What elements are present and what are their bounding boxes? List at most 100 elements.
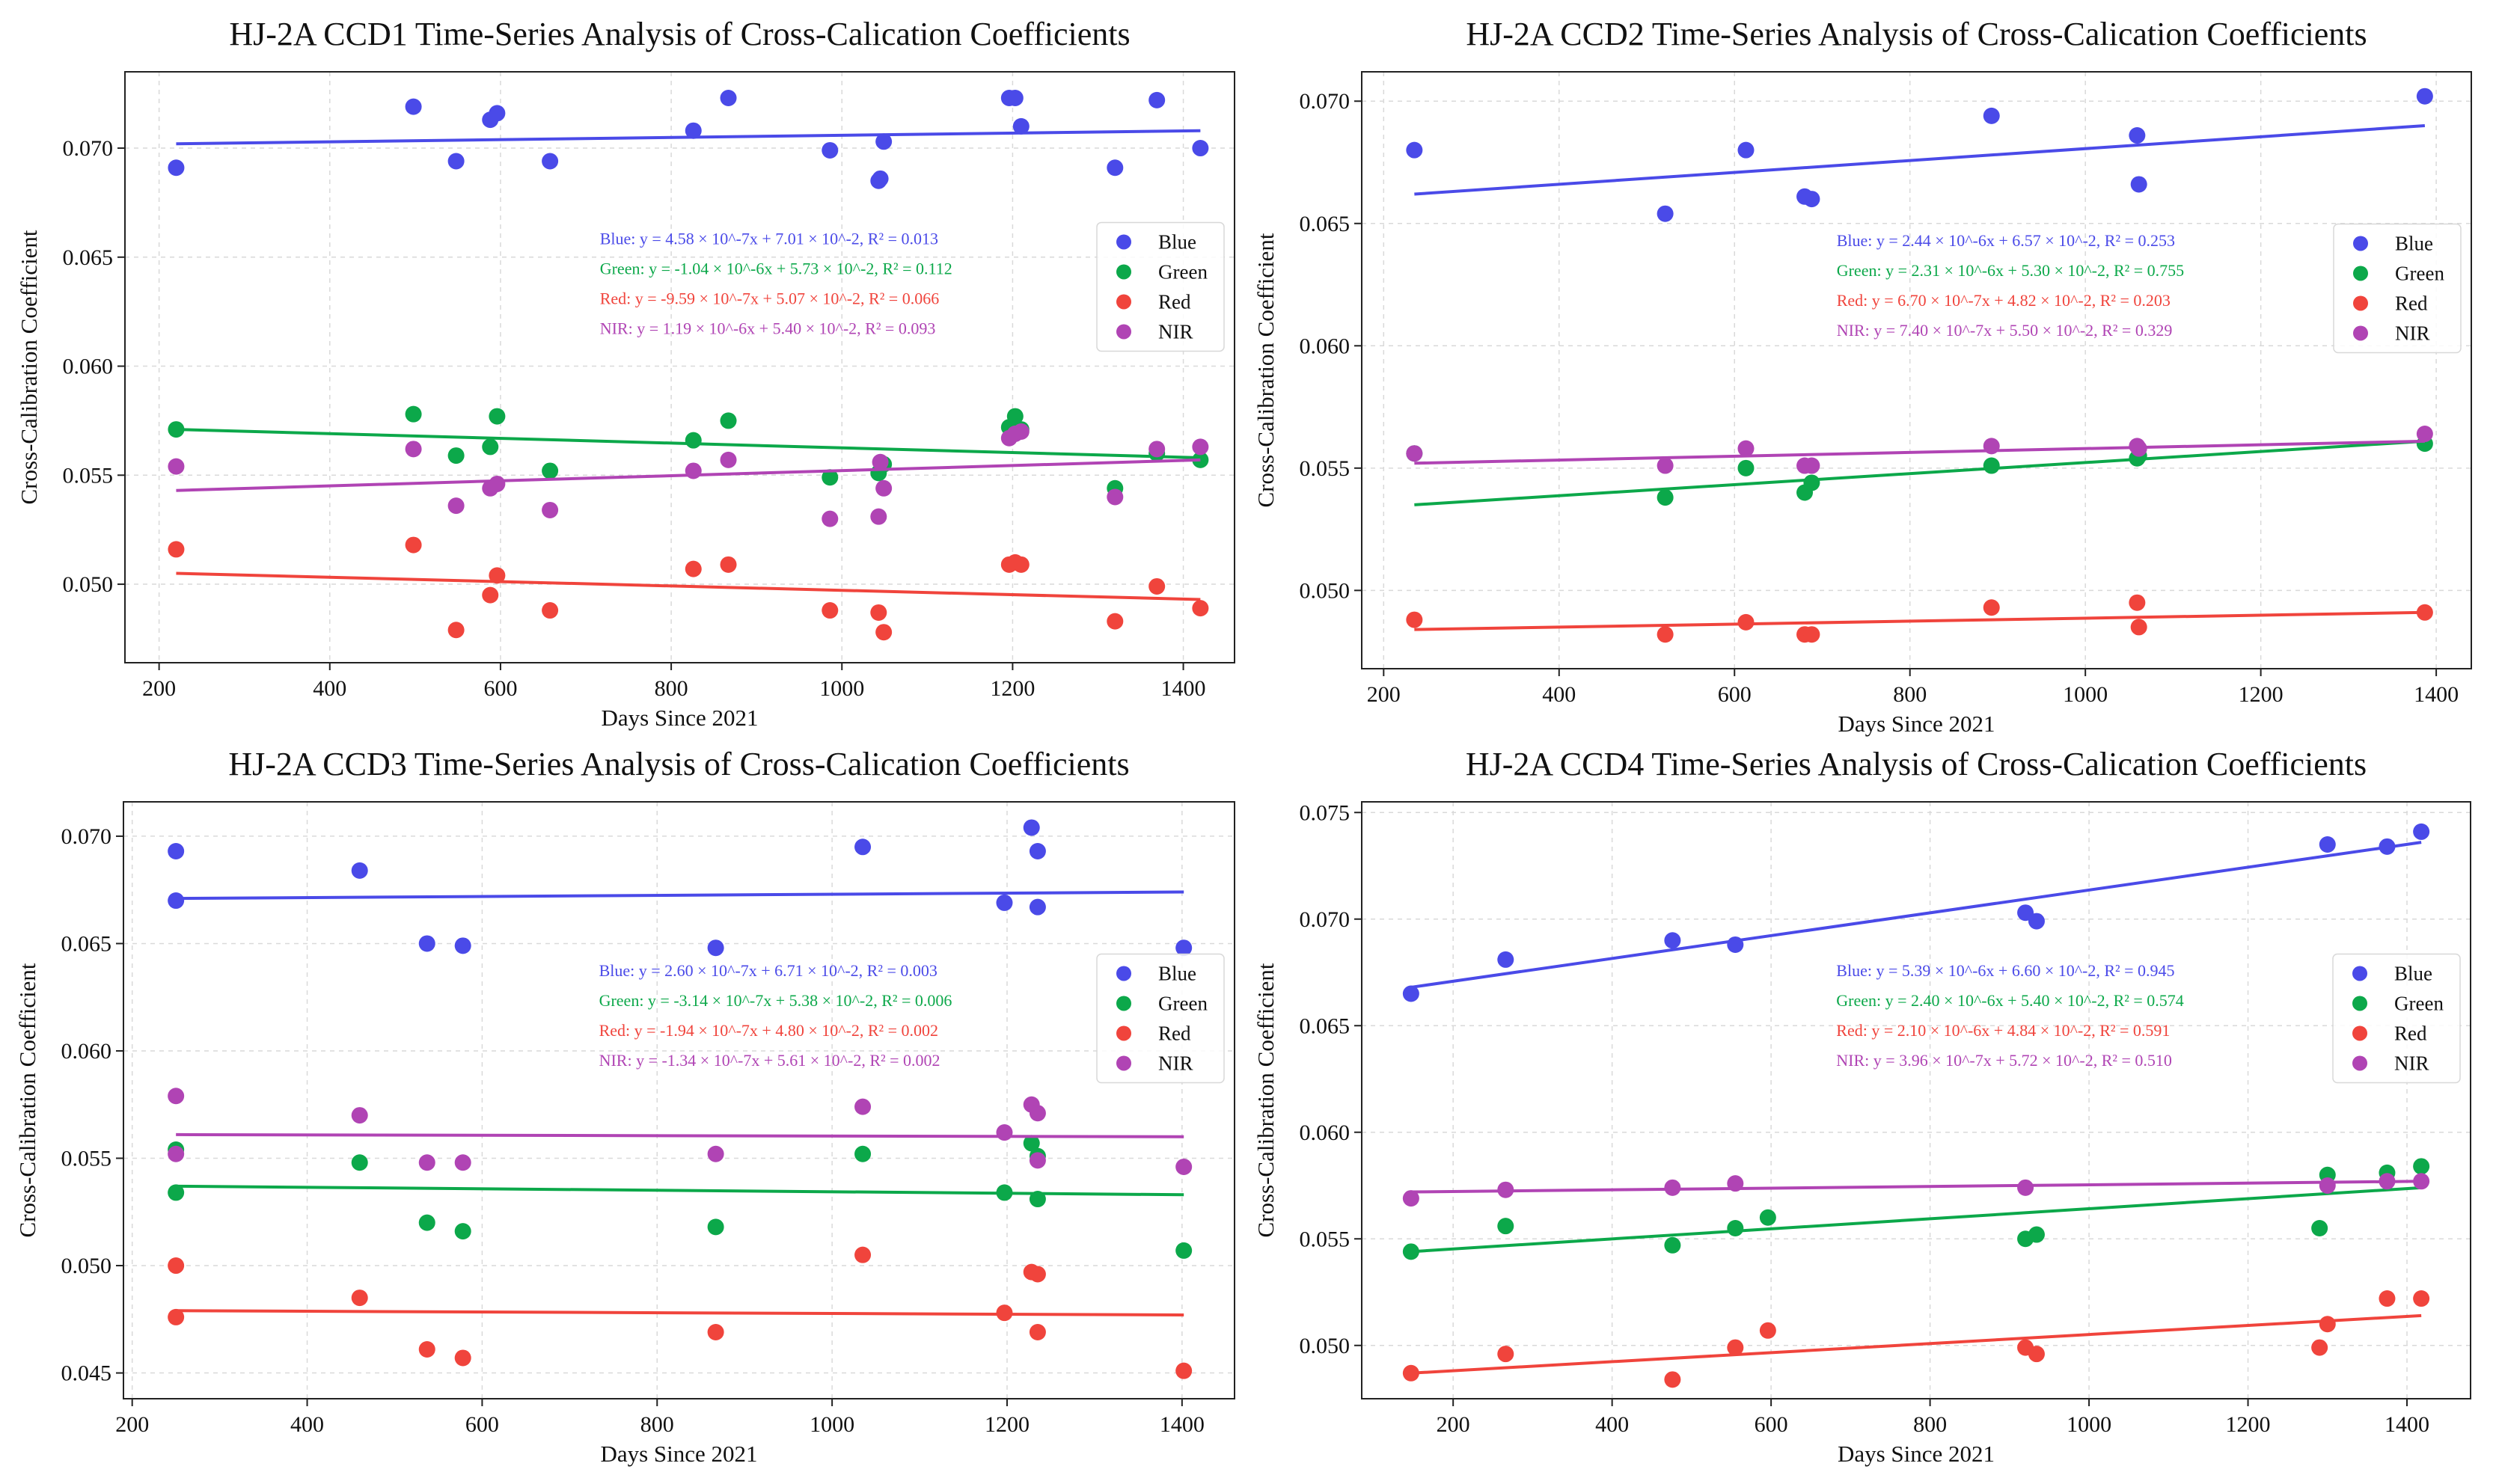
y-axis-label: Cross-Calibration Coefficient <box>14 963 40 1237</box>
data-point-red <box>351 1290 368 1307</box>
x-tick-label: 1200 <box>990 676 1035 701</box>
data-point-green <box>418 1214 435 1231</box>
data-point-red <box>1175 1362 1193 1379</box>
data-point-green <box>822 469 839 486</box>
data-point-nir <box>1727 1175 1744 1192</box>
legend-label-blue: Blue <box>2394 962 2432 984</box>
x-tick-label: 1000 <box>2063 682 2108 707</box>
equation-nir: NIR: y = 3.96 × 10^-7x + 5.72 × 10^-2, R… <box>1836 1051 2172 1070</box>
legend-marker-green <box>1116 996 1131 1011</box>
data-point-nir <box>168 1145 185 1162</box>
x-tick-label: 1400 <box>1160 1412 1205 1437</box>
legend: Blue Green Red NIR <box>2333 223 2462 354</box>
chart-ccd2: HJ-2A CCD2 Time-Series Analysis of Cross… <box>1252 16 2472 737</box>
fit-line-red <box>1410 1313 2422 1375</box>
legend-marker-nir <box>2352 1055 2367 1071</box>
data-point-red <box>996 1304 1013 1322</box>
y-tick-label: 0.075 <box>1300 800 1351 825</box>
data-point-blue <box>1727 936 1744 953</box>
data-point-blue <box>1402 985 1419 1002</box>
data-point-blue <box>2130 176 2147 193</box>
series-nir <box>1406 426 2433 474</box>
data-point-green <box>351 1154 368 1171</box>
y-tick-label: 0.055 <box>1300 1227 1351 1251</box>
data-point-nir <box>351 1107 368 1124</box>
data-point-blue <box>351 862 368 879</box>
y-tick-label: 0.050 <box>1300 578 1351 603</box>
legend-label-blue: Blue <box>2395 232 2433 254</box>
data-point-nir <box>822 510 839 527</box>
equation-green: Green: y = 2.40 × 10^-6x + 5.40 × 10^-2,… <box>1836 991 2183 1010</box>
fit-line-blue <box>176 129 1201 146</box>
data-point-red <box>2028 1346 2045 1363</box>
legend-box <box>2333 223 2462 354</box>
data-point-nir <box>875 479 893 497</box>
x-tick-label: 200 <box>1367 682 1401 707</box>
data-point-red <box>1727 1339 1744 1356</box>
data-point-blue <box>685 122 702 139</box>
data-point-red <box>870 604 887 621</box>
data-point-green <box>542 462 559 479</box>
data-point-nir <box>2130 440 2147 457</box>
fit-line-green <box>1414 439 2425 506</box>
data-point-red <box>447 622 465 639</box>
equation-blue: Blue: y = 5.39 × 10^-6x + 6.60 × 10^-2, … <box>1836 961 2174 980</box>
data-point-red <box>1803 626 1820 643</box>
data-point-red <box>1107 613 1124 630</box>
x-tick-label: 800 <box>1893 682 1927 707</box>
y-axis-label: Cross-Calibration Coefficient <box>1252 233 1279 507</box>
data-point-blue <box>996 894 1013 911</box>
data-point-green <box>1664 1236 1681 1254</box>
data-point-nir <box>2413 1173 2430 1190</box>
data-point-blue <box>168 892 185 910</box>
data-point-nir <box>1664 1179 1681 1196</box>
legend-label-nir: NIR <box>2395 322 2430 344</box>
data-point-nir <box>2379 1173 2396 1190</box>
data-point-blue <box>1497 951 1514 968</box>
data-point-nir <box>405 441 422 458</box>
data-point-red <box>1657 626 1674 643</box>
equation-green: Green: y = 2.31 × 10^-6x + 5.30 × 10^-2,… <box>1837 261 2184 280</box>
x-tick-label: 1400 <box>2414 682 2459 707</box>
data-point-blue <box>542 153 559 170</box>
data-point-blue <box>1737 141 1755 159</box>
legend: Blue Green Red NIR <box>1096 953 1225 1084</box>
chart-title: HJ-2A CCD1 Time-Series Analysis of Cross… <box>229 16 1130 52</box>
x-tick-label: 1400 <box>1161 676 1206 701</box>
series-green <box>1402 1158 2430 1260</box>
data-point-blue <box>168 159 185 177</box>
data-point-nir <box>1107 488 1124 506</box>
legend-label-green: Green <box>2395 262 2444 284</box>
data-point-green <box>1175 1242 1193 1259</box>
series-red <box>168 536 1209 641</box>
data-point-red <box>1192 600 1209 617</box>
fit-line-blue <box>1414 123 2426 196</box>
y-tick-label: 0.045 <box>61 1361 112 1386</box>
x-tick-label: 1400 <box>2385 1412 2429 1437</box>
data-point-red <box>482 586 499 604</box>
data-point-blue <box>454 937 471 954</box>
y-tick-label: 0.055 <box>63 463 114 488</box>
data-point-green <box>1983 457 2000 474</box>
data-point-nir <box>685 462 702 479</box>
series-red <box>1406 594 2433 643</box>
legend-box <box>1096 953 1225 1084</box>
x-axis-label: Days Since 2021 <box>1838 1441 1995 1467</box>
data-point-blue <box>1148 91 1166 108</box>
data-point-nir <box>707 1145 724 1162</box>
data-point-blue <box>1657 205 1674 222</box>
data-point-red <box>405 536 422 554</box>
data-point-red <box>1148 577 1166 595</box>
data-point-blue <box>2017 904 2034 922</box>
data-point-nir <box>447 497 465 515</box>
equation-blue: Blue: y = 2.60 × 10^-7x + 6.71 × 10^-2, … <box>599 961 937 980</box>
data-point-red <box>168 1257 185 1275</box>
data-point-green <box>1497 1218 1514 1235</box>
y-tick-label: 0.060 <box>63 355 114 379</box>
data-point-green <box>1759 1209 1776 1226</box>
legend-marker-red <box>2352 1025 2367 1041</box>
data-point-blue <box>418 935 435 952</box>
y-tick-label: 0.060 <box>1300 334 1351 358</box>
data-point-green <box>685 432 702 449</box>
data-point-green <box>707 1218 724 1236</box>
